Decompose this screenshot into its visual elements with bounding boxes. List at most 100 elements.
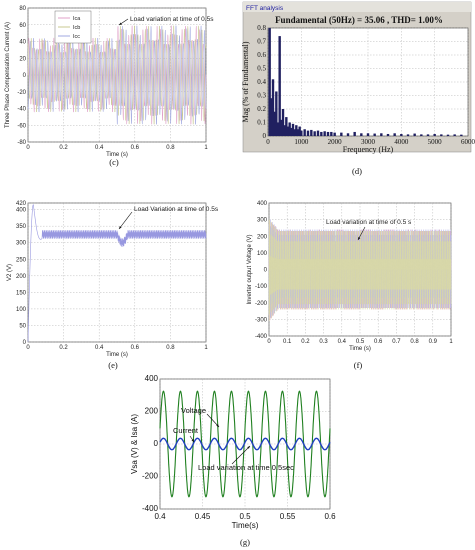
fft-bar	[447, 135, 449, 136]
y-tick-label: 20	[19, 56, 26, 62]
x-tick-label: 0	[26, 345, 30, 351]
x-axis-label: Time (s)	[106, 352, 128, 358]
y-tick-label: -400	[255, 334, 268, 340]
y-tick-label: 200	[145, 407, 159, 416]
annotation-text: Load variation at time of 0.5 s	[326, 219, 412, 226]
y-tick-label: 0.7	[257, 38, 266, 46]
x-tick-label: 0.2	[59, 345, 68, 351]
fft-bar	[303, 129, 305, 136]
x-tick-label: 0.4	[95, 345, 104, 351]
y-tick-label: 0	[263, 132, 267, 140]
fft-bar	[327, 132, 329, 136]
y-tick-label: 0.3	[257, 92, 266, 100]
x-tick-label: 0.6	[324, 512, 336, 521]
y-tick-label: 0.4	[257, 78, 266, 86]
fft-bar	[353, 132, 355, 136]
y-tick-label: -20	[17, 90, 26, 96]
fft-bar	[453, 134, 455, 136]
fft-bar	[387, 134, 389, 136]
fft-bar	[320, 132, 322, 136]
legend: IcaIcbIcc	[55, 11, 91, 43]
fft-bar	[427, 134, 429, 136]
fft-bar	[300, 131, 302, 136]
fft-bar	[307, 131, 309, 136]
x-tick-label: 0.4	[338, 339, 347, 345]
fft-bar	[310, 130, 312, 136]
y-tick-label: 100	[16, 307, 27, 313]
panel-caption: (c)	[109, 157, 119, 167]
fft-bar	[380, 133, 382, 136]
y-axis-label: Inverter output Voltage (V)	[247, 234, 253, 304]
y-tick-label: 400	[257, 201, 268, 207]
x-tick-label: 5000	[428, 138, 443, 146]
legend-entry: Ica	[73, 16, 81, 22]
y-tick-label: -60	[17, 123, 26, 129]
plot-area	[28, 203, 206, 342]
x-tick-label: 0.8	[166, 345, 175, 351]
y-tick-label: 300	[257, 218, 268, 224]
annotation-text: Current	[173, 426, 199, 435]
x-tick-label: 0.8	[166, 145, 175, 151]
fft-bar	[373, 134, 375, 136]
x-tick-label: 0.5	[356, 339, 365, 345]
y-tick-label: 0.6	[257, 51, 266, 59]
y-tick-label: 300	[16, 241, 27, 247]
chart-f: 0 0.1 0.2 0.3 0.4 0.5 0.6 0.7 0.8 0.9 1 -400 -300 -20…	[247, 201, 453, 370]
x-tick-label: 0.6	[131, 345, 140, 351]
y-tick-label: -100	[255, 284, 268, 290]
y-tick-label: -300	[255, 317, 268, 323]
x-tick-label: 1	[449, 339, 453, 345]
y-tick-label: 400	[16, 208, 27, 214]
fft-bar	[313, 131, 315, 136]
fft-bar	[330, 132, 332, 136]
y-tick-label: 50	[19, 323, 26, 329]
x-tick-label: 1	[204, 345, 208, 351]
legend-entry: Icb	[73, 25, 80, 31]
fft-bar	[340, 133, 342, 136]
chart-title: Fundamental (50Hz) = 35.06 , THD= 1.00%	[275, 15, 443, 25]
x-tick-label: 0.3	[319, 339, 328, 345]
y-tick-label: 200	[16, 274, 27, 280]
chart-e: 0 0.2 0.4 0.6 0.8 105010015020025030035040042…	[7, 201, 219, 370]
chart-c: 0 0.2 0.4 0.6 0.8 1-80-60-40-20020406080Time …	[5, 6, 214, 167]
y-tick-label: 40	[19, 40, 26, 46]
fft-bar	[440, 134, 442, 136]
y-axis-label: Vsa (V) & Isa (A)	[130, 414, 139, 474]
fft-bar	[400, 134, 402, 136]
y-tick-label: 80	[19, 6, 26, 12]
x-tick-label: 0.4	[95, 145, 104, 151]
x-tick-label: 0.6	[374, 339, 383, 345]
x-tick-label: 0	[267, 339, 271, 345]
fft-bar	[333, 133, 335, 136]
fft-bar	[347, 133, 349, 136]
x-tick-label: 4000	[394, 138, 409, 146]
y-tick-label: 0.5	[257, 65, 266, 73]
x-tick-label: 6000	[461, 138, 475, 146]
x-tick-label: 1000	[294, 138, 309, 146]
annotation-text: Load variation at time 0.5sec	[198, 463, 294, 472]
y-tick-label: 0.1	[257, 119, 266, 127]
fft-bar	[367, 133, 369, 136]
y-tick-label: 0.8	[257, 24, 266, 32]
y-tick-label: -80	[17, 140, 26, 146]
fft-bar	[460, 135, 462, 136]
y-tick-label: 100	[257, 251, 268, 257]
x-tick-label: 0.8	[410, 339, 419, 345]
y-tick-label: 350	[16, 224, 27, 230]
y-axis-label: Three Phase Compensation Current (A)	[5, 22, 11, 128]
x-tick-label: 0.9	[429, 339, 438, 345]
x-tick-label: 0.4	[154, 512, 166, 521]
x-tick-label: 0.1	[283, 339, 292, 345]
x-tick-label: 2000	[328, 138, 343, 146]
annotation-text: Voltage	[181, 406, 206, 415]
x-axis-label: Frequency (Hz)	[343, 145, 394, 154]
y-tick-label: 150	[16, 290, 27, 296]
y-tick-label: -40	[17, 107, 26, 113]
fft-bar	[420, 134, 422, 136]
x-tick-label: 0.55	[280, 512, 296, 521]
x-axis-label: Time (s)	[349, 346, 371, 352]
x-tick-label: 0.2	[59, 145, 68, 151]
x-tick-label: 0.7	[392, 339, 401, 345]
y-tick-label: 420	[16, 201, 27, 207]
panel-caption: (e)	[108, 360, 118, 370]
